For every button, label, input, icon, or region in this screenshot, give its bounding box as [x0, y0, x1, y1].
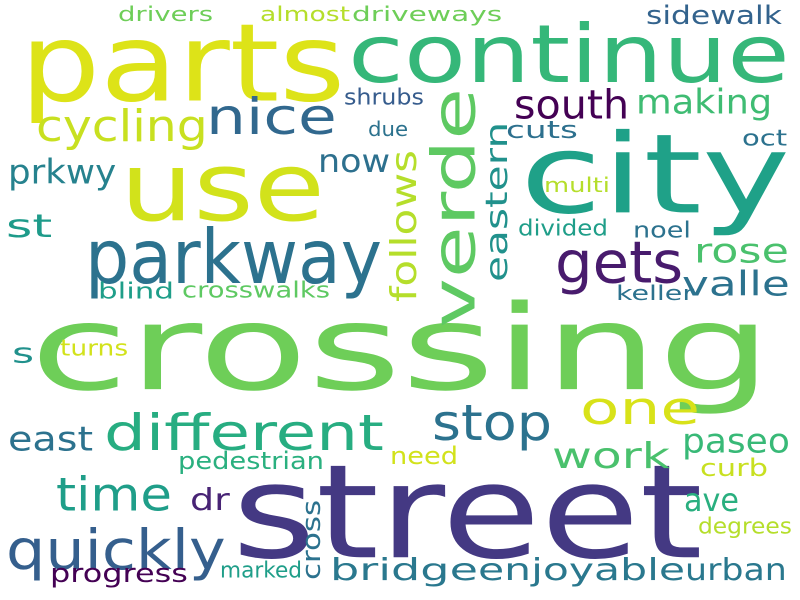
cloud-word-turns: turns [60, 335, 129, 361]
cloud-word-rose: rose [694, 230, 789, 271]
cloud-word-need: need [390, 441, 458, 470]
cloud-word-divided: divided [518, 215, 608, 241]
cloud-word-time: time [56, 467, 172, 522]
cloud-word-prkwy: prkwy [8, 151, 117, 192]
cloud-word-blind: blind [98, 278, 174, 304]
cloud-word-keller: keller [616, 281, 695, 305]
cloud-word-one: one [580, 381, 701, 435]
cloud-word-ave: ave [684, 481, 739, 519]
cloud-word-now: now [318, 142, 391, 180]
cloud-word-st: st [6, 207, 53, 245]
cloud-word-different: different [104, 403, 384, 462]
cloud-word-stop: stop [432, 393, 552, 452]
cloud-word-south: south [514, 81, 630, 129]
cloud-word-driveways: driveways [352, 2, 503, 26]
cloud-word-crosswalks: crosswalks [182, 277, 331, 303]
cloud-word-continue: continue [348, 7, 790, 102]
cloud-word-pedestrian: pedestrian [178, 446, 324, 475]
cloud-word-verde: verde [418, 87, 489, 329]
cloud-word-dr: dr [190, 482, 230, 518]
cloud-word-degrees: degrees [698, 513, 792, 539]
cloud-word-quickly: quickly [6, 518, 226, 583]
cloud-word-almost: almost [260, 2, 350, 26]
cloud-word-parkway: parkway [85, 213, 383, 301]
cloud-word-marked: marked [220, 557, 303, 583]
cloud-word-use: use [120, 131, 326, 243]
cloud-word-work: work [552, 434, 670, 477]
cloud-word-enjoyable: enjoyable [478, 552, 686, 588]
cloud-word-noel: noel [633, 217, 691, 243]
cloud-word-valle: valle [682, 263, 790, 304]
cloud-word-parts: parts [20, 0, 346, 127]
cloud-word-making: making [636, 81, 773, 122]
cloud-word-s: s [12, 336, 35, 370]
cloud-word-follows: follows [382, 149, 425, 302]
cloud-word-bridge: bridge [330, 552, 478, 588]
cloud-word-nice: nice [206, 87, 337, 146]
cloud-word-drivers: drivers [118, 2, 214, 26]
cloud-word-cuts: cuts [506, 115, 578, 144]
cloud-word-gets: gets [555, 228, 684, 297]
cloud-word-curb: curb [700, 453, 768, 482]
cloud-word-eastern: eastern [479, 121, 515, 282]
cloud-word-city: city [520, 110, 791, 239]
cloud-word-sidewalk: sidewalk [646, 0, 782, 31]
cloud-word-urban: urban [685, 552, 787, 588]
cloud-word-oct: oct [742, 125, 788, 151]
cloud-word-progress: progress [50, 557, 188, 589]
cloud-word-due: due [368, 117, 409, 141]
cloud-word-east: east [8, 418, 94, 459]
cloud-word-multi: multi [544, 173, 610, 197]
cloud-word-paseo: paseo [682, 420, 790, 461]
cloud-word-cycling: cycling [36, 100, 208, 152]
cloud-word-street: street [232, 436, 703, 589]
cloud-word-shrubs: shrubs [344, 84, 424, 110]
cloud-word-crossing: crossing [30, 279, 772, 418]
